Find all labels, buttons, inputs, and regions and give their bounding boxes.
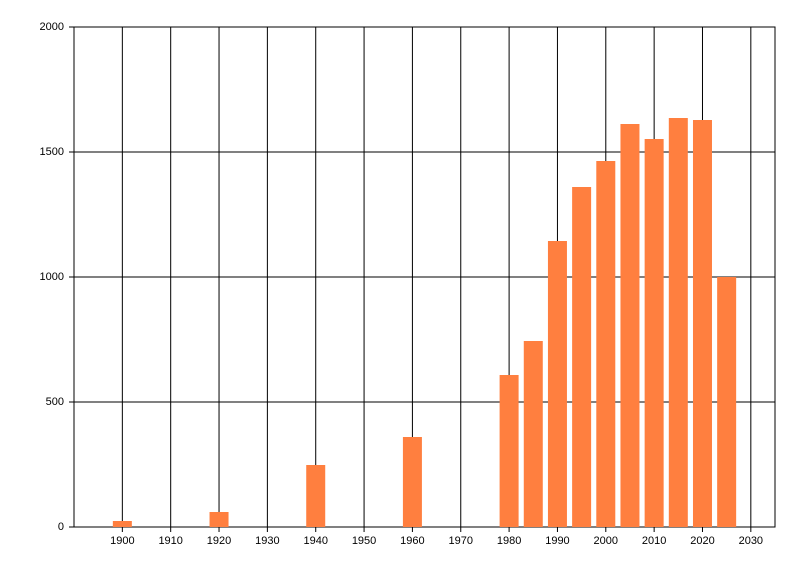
x-tick-label: 2000 bbox=[594, 535, 618, 547]
x-tick-label: 1970 bbox=[449, 535, 473, 547]
x-tick-label: 1940 bbox=[303, 535, 327, 547]
bar bbox=[596, 161, 616, 527]
x-tick-label: 1920 bbox=[207, 535, 231, 547]
x-tick-label: 1910 bbox=[158, 535, 182, 547]
x-tick-label: 2010 bbox=[642, 535, 666, 547]
y-tick-label: 2000 bbox=[40, 21, 64, 33]
bar bbox=[306, 465, 326, 527]
bar bbox=[692, 120, 712, 527]
x-tick-label: 1960 bbox=[400, 535, 424, 547]
bar bbox=[717, 277, 737, 527]
bar bbox=[112, 521, 132, 527]
x-tick-label: 2030 bbox=[739, 535, 763, 547]
x-tick-label: 1980 bbox=[497, 535, 521, 547]
bar bbox=[402, 437, 422, 527]
x-tick-label: 1950 bbox=[352, 535, 376, 547]
bar bbox=[523, 341, 543, 527]
x-tick-label: 2020 bbox=[690, 535, 714, 547]
x-tick-label: 1930 bbox=[255, 535, 279, 547]
x-tick-label: 1990 bbox=[545, 535, 569, 547]
bar bbox=[644, 139, 664, 527]
y-tick-label: 500 bbox=[46, 396, 64, 408]
x-tick-label: 1900 bbox=[110, 535, 134, 547]
bar bbox=[620, 124, 640, 527]
y-tick-label: 0 bbox=[58, 521, 64, 533]
y-tick-label: 1500 bbox=[40, 146, 64, 158]
bar bbox=[547, 241, 567, 527]
bar bbox=[572, 187, 592, 527]
y-tick-label: 1000 bbox=[40, 271, 64, 283]
bar bbox=[668, 118, 688, 527]
bar bbox=[209, 512, 229, 527]
bar bbox=[499, 375, 519, 527]
